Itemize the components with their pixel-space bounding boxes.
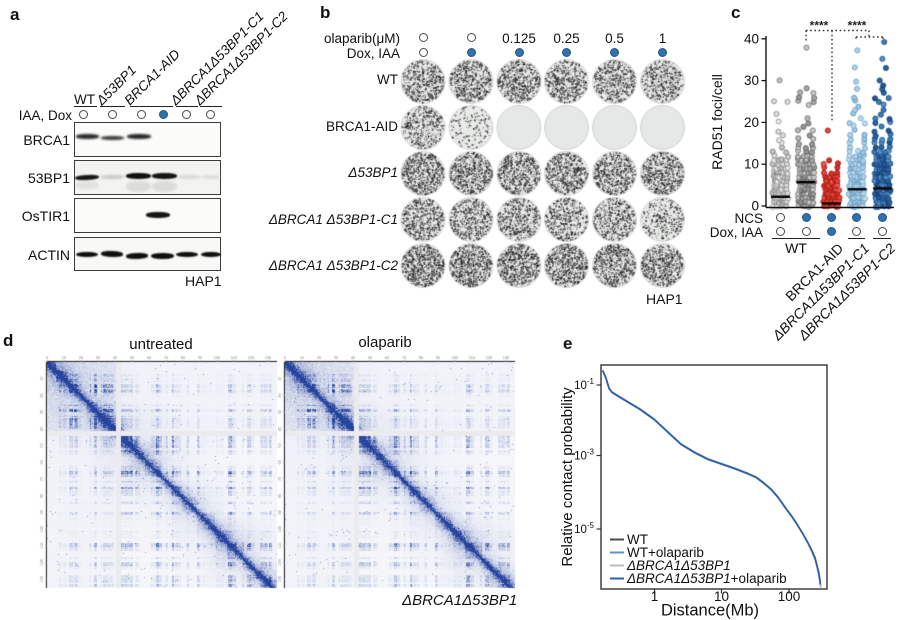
svg-text:100: 100 — [778, 589, 801, 604]
svg-text:ΔBRCA1Δ53BP1: ΔBRCA1Δ53BP1 — [626, 558, 731, 573]
svg-text:40: 40 — [744, 31, 759, 46]
svg-text:1: 1 — [651, 589, 659, 604]
svg-text:20: 20 — [744, 115, 759, 130]
svg-text:10-3: 10-3 — [574, 448, 594, 463]
svg-text:10: 10 — [744, 157, 759, 172]
svg-text:ΔBRCA1Δ53BP1+olaparib: ΔBRCA1Δ53BP1+olaparib — [626, 571, 787, 586]
svg-text:10: 10 — [714, 589, 729, 604]
svg-text:Relative contact probability: Relative contact probability — [560, 387, 576, 567]
svg-text:30: 30 — [744, 73, 759, 88]
svg-text:WT+olaparib: WT+olaparib — [627, 545, 704, 560]
svg-text:0: 0 — [751, 199, 759, 214]
svg-text:Distance(Mb): Distance(Mb) — [661, 602, 759, 620]
svg-text:****: **** — [848, 19, 867, 33]
svg-text:RAD51 foci/cell: RAD51 foci/cell — [709, 74, 725, 170]
svg-text:****: **** — [810, 19, 829, 33]
svg-text:WT: WT — [627, 532, 648, 547]
svg-text:10-1: 10-1 — [574, 377, 594, 392]
svg-text:10-5: 10-5 — [574, 521, 594, 536]
